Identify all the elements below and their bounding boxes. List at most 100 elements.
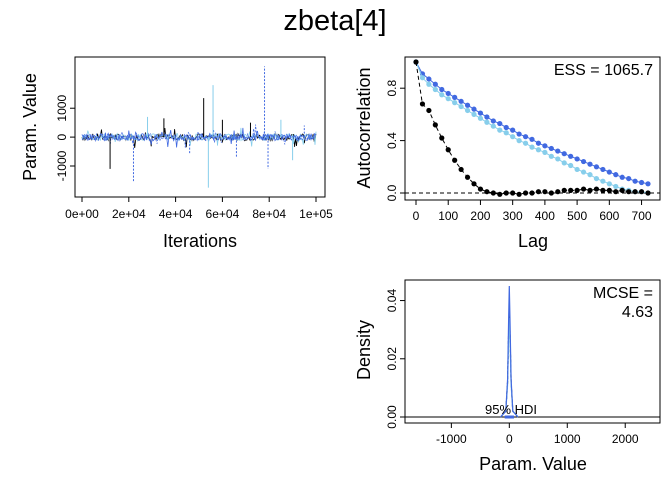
acf-point <box>542 149 548 155</box>
acf-point <box>568 162 574 169</box>
acf-point <box>471 181 477 187</box>
acf-x-tick-label: 300 <box>503 209 523 223</box>
density-x-label: Param. Value <box>479 454 587 474</box>
density-y-label: Density <box>354 320 374 380</box>
acf-point <box>600 178 606 184</box>
trace-x-label: Iterations <box>163 231 237 251</box>
acf-point <box>516 138 522 144</box>
acf-point <box>593 164 600 170</box>
acf-point <box>439 135 445 141</box>
density-curve <box>500 285 519 418</box>
acf-point <box>645 181 651 187</box>
acf-point <box>452 100 458 106</box>
acf-point <box>580 186 587 192</box>
acf-point <box>613 172 619 178</box>
acf-point <box>535 189 542 195</box>
acf-point <box>445 96 451 102</box>
autocorrelation-panel: 0 100 200 300 400 500 600 700 0.0 0.4 0.8 ESS = 1… <box>354 56 661 251</box>
acf-point <box>452 94 458 100</box>
acf-point <box>587 187 593 193</box>
acf-point <box>561 160 567 166</box>
density-panel: 95% HDI -1000 0 1000 2000 0.00 0.02 0.04 MCSE… <box>354 279 661 474</box>
trace-x-tick-label: 8e+04 <box>252 207 286 221</box>
acf-point <box>632 178 638 184</box>
acf-series <box>413 59 651 197</box>
acf-point <box>555 156 561 162</box>
acf-point <box>580 158 587 165</box>
trace-lines <box>81 66 317 188</box>
acf-point <box>561 187 567 193</box>
trace-x-tick-label: 2e+04 <box>112 207 146 221</box>
acf-point <box>600 187 606 193</box>
acf-point <box>419 101 426 107</box>
acf-point <box>626 175 632 182</box>
acf-point <box>510 127 516 133</box>
trace-y-tick-label: 1000 <box>55 95 69 122</box>
acf-point <box>516 131 522 137</box>
acf-point <box>638 179 645 186</box>
acf-point <box>432 122 438 128</box>
acf-point <box>490 118 496 124</box>
density-y-tick-label: 0.02 <box>385 347 399 371</box>
acf-point <box>600 166 606 173</box>
acf-x-tick-label: 600 <box>599 209 619 223</box>
acf-point <box>580 169 587 175</box>
acf-point <box>510 190 516 196</box>
trace-y-label: Param. Value <box>20 73 40 181</box>
acf-point <box>497 127 503 133</box>
acf-point <box>529 144 535 150</box>
acf-x-ticks: 0 100 200 300 400 500 600 700 <box>413 200 652 223</box>
acf-point <box>638 189 645 195</box>
trace-x-tick-label: 1e+05 <box>299 207 333 221</box>
acf-point <box>426 107 432 114</box>
trace-y-tick-label: -1000 <box>55 150 69 181</box>
acf-point <box>587 172 593 178</box>
acf-point <box>522 134 529 140</box>
acf-point <box>574 187 580 193</box>
density-x-tick-label: -1000 <box>436 432 467 446</box>
acf-point <box>574 166 580 173</box>
acf-point <box>529 136 535 142</box>
acf-point <box>432 86 438 93</box>
acf-point <box>458 166 464 173</box>
acf-y-label: Autocorrelation <box>354 67 374 188</box>
acf-point <box>613 189 619 195</box>
acf-point <box>445 147 451 153</box>
acf-point <box>606 187 612 193</box>
density-x-tick-label: 1000 <box>554 432 581 446</box>
trace-chain-4 <box>81 124 317 148</box>
acf-point <box>503 124 509 131</box>
acf-point <box>510 134 516 140</box>
trace-y-ticks: -1000 0 1000 <box>55 95 75 181</box>
acf-x-tick-label: 200 <box>470 209 490 223</box>
acf-x-tick-label: 400 <box>535 209 555 223</box>
acf-point <box>593 186 600 192</box>
acf-point <box>484 114 490 120</box>
acf-point <box>619 187 625 193</box>
density-series <box>405 285 660 418</box>
acf-point <box>568 153 574 159</box>
acf-point <box>542 189 548 195</box>
ess-annotation: ESS = 1065.7 <box>554 62 653 79</box>
acf-point <box>503 130 509 136</box>
acf-point <box>497 120 503 127</box>
acf-point <box>471 106 477 112</box>
acf-point <box>548 145 554 152</box>
acf-y-tick-label: 0.4 <box>385 132 399 149</box>
acf-point <box>548 190 554 196</box>
density-plot-box <box>404 279 661 424</box>
acf-point <box>464 174 471 180</box>
acf-point <box>555 189 561 195</box>
acf-point <box>555 148 561 154</box>
acf-point <box>529 190 535 196</box>
acf-point <box>516 191 522 197</box>
acf-y-tick-label: 0.8 <box>385 80 399 97</box>
acf-point <box>613 183 619 190</box>
acf-point <box>464 107 471 114</box>
acf-point <box>432 81 438 87</box>
acf-point <box>606 169 612 175</box>
acf-point <box>561 151 567 157</box>
acf-point <box>574 156 580 162</box>
acf-point <box>445 90 451 97</box>
